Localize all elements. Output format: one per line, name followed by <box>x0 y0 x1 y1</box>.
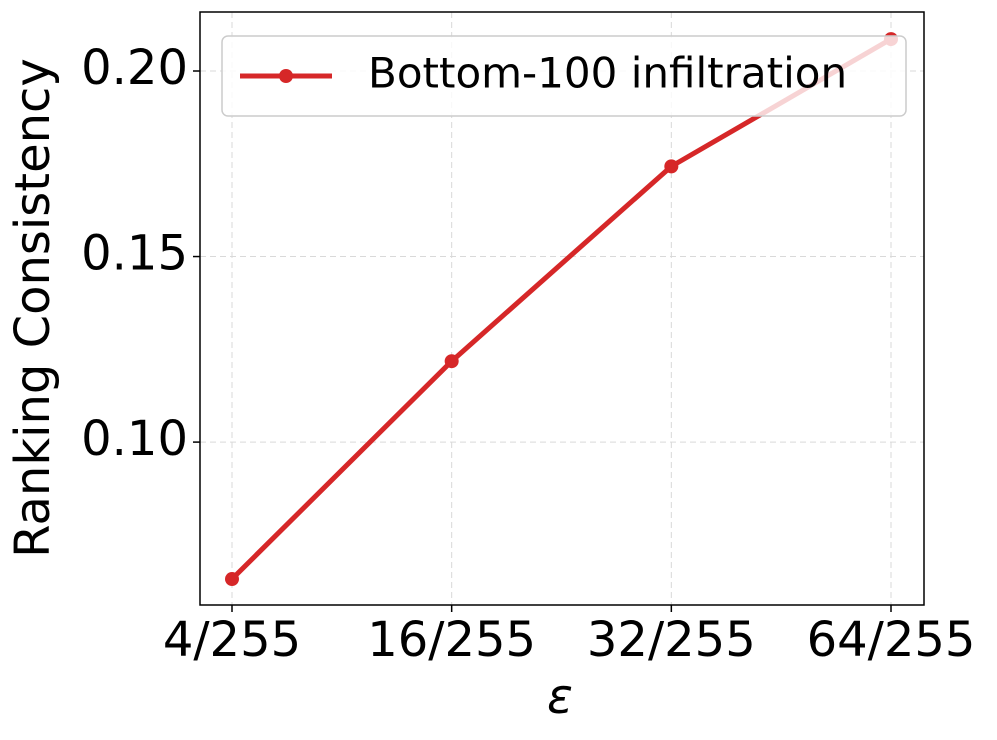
plot-frame <box>199 11 925 606</box>
legend-box <box>221 35 907 117</box>
y-axis-label: Ranking Consistency <box>5 58 61 558</box>
x-tick-label: 64/255 <box>807 612 976 668</box>
data-point <box>444 354 459 369</box>
y-tick-label: 0.10 <box>81 411 188 467</box>
x-tick-label: 4/255 <box>163 612 301 668</box>
legend-label: Bottom-100 infiltration <box>368 49 847 98</box>
x-tick-label: 16/255 <box>367 612 536 668</box>
y-tick-label: 0.15 <box>81 226 188 282</box>
data-point <box>664 159 679 174</box>
data-line <box>230 36 893 581</box>
data-point <box>225 572 239 587</box>
x-tick-label: 32/255 <box>587 612 756 668</box>
legend-marker <box>279 69 293 83</box>
y-tick-label: 0.20 <box>81 40 188 96</box>
x-axis-label: ε <box>547 669 573 725</box>
